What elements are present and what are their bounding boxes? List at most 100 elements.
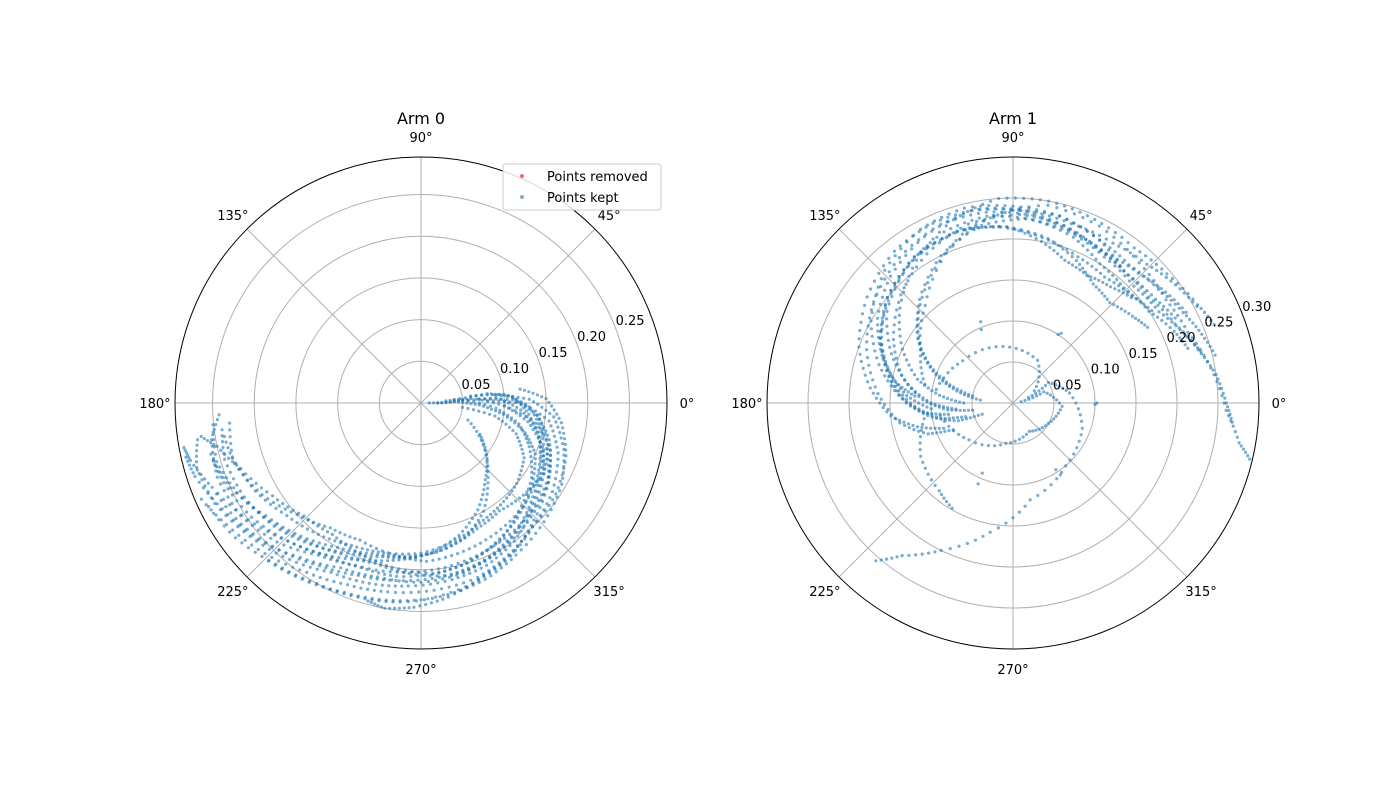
data-point — [290, 534, 294, 539]
data-point — [191, 471, 195, 475]
data-point — [898, 421, 902, 425]
data-point — [524, 493, 529, 497]
data-point — [1065, 247, 1069, 252]
data-point — [935, 371, 939, 375]
data-point — [899, 293, 903, 297]
data-point — [923, 303, 927, 308]
data-point — [1028, 498, 1032, 502]
data-point — [246, 501, 250, 505]
data-point — [919, 227, 923, 231]
data-point — [988, 530, 992, 534]
data-point — [330, 568, 334, 572]
data-point — [538, 444, 543, 449]
data-point — [958, 400, 962, 404]
data-point — [961, 215, 965, 219]
data-point — [536, 474, 540, 478]
data-point — [187, 463, 191, 467]
data-point — [525, 510, 529, 515]
data-point — [942, 412, 946, 416]
data-point — [968, 416, 973, 420]
data-point — [1166, 308, 1170, 312]
data-point — [245, 527, 249, 531]
data-point — [321, 546, 325, 550]
data-point — [1046, 380, 1051, 385]
data-point — [939, 548, 943, 553]
data-point — [526, 514, 530, 518]
data-point — [948, 547, 952, 551]
data-point — [931, 242, 935, 246]
data-point — [449, 572, 453, 576]
data-point — [1177, 306, 1181, 310]
data-point — [1179, 319, 1183, 323]
data-point — [1189, 339, 1193, 343]
data-point — [896, 362, 900, 366]
data-point — [1097, 278, 1101, 282]
data-point — [487, 518, 491, 523]
data-point — [246, 546, 251, 550]
data-point — [221, 445, 225, 450]
data-point — [477, 521, 482, 525]
data-point — [317, 541, 321, 545]
data-point — [446, 595, 450, 599]
data-point — [1125, 290, 1130, 294]
data-point — [256, 547, 260, 552]
data-point — [947, 424, 951, 428]
data-point — [520, 464, 525, 468]
data-point — [203, 477, 207, 481]
data-point — [484, 498, 488, 502]
data-point — [1023, 212, 1027, 216]
data-point — [1089, 278, 1093, 282]
data-point — [1090, 264, 1094, 268]
data-point — [419, 554, 423, 558]
data-point — [379, 589, 383, 593]
data-point — [465, 585, 469, 589]
data-point — [263, 498, 267, 502]
data-point — [519, 548, 523, 552]
data-point — [529, 455, 533, 459]
data-point — [1156, 303, 1160, 307]
data-point — [883, 268, 887, 272]
data-point — [865, 295, 869, 299]
data-point — [431, 558, 435, 562]
data-point — [480, 393, 484, 397]
data-point — [904, 401, 909, 405]
data-point — [929, 273, 933, 277]
data-point — [883, 374, 887, 378]
data-point — [1119, 307, 1123, 311]
data-point — [419, 559, 423, 563]
data-point — [1151, 312, 1155, 316]
data-point — [424, 602, 428, 607]
data-point — [1103, 294, 1107, 298]
data-point — [197, 480, 201, 484]
data-point — [897, 277, 901, 281]
data-point — [232, 486, 236, 490]
data-point — [891, 376, 895, 380]
data-point — [385, 559, 390, 563]
data-point — [228, 503, 232, 507]
data-point — [244, 472, 248, 476]
data-point — [514, 530, 518, 534]
data-point — [283, 507, 287, 511]
data-point — [897, 300, 901, 304]
data-point — [556, 425, 560, 429]
data-point — [512, 549, 516, 554]
data-point — [397, 558, 401, 562]
data-point — [469, 402, 473, 406]
data-point — [335, 573, 339, 577]
data-point — [1166, 316, 1170, 320]
data-point — [1071, 396, 1075, 400]
data-point — [1036, 204, 1040, 208]
data-point — [1085, 214, 1089, 218]
data-point — [1208, 364, 1212, 368]
data-point — [923, 283, 927, 287]
data-point — [460, 405, 465, 409]
data-point — [1089, 220, 1093, 224]
data-point — [894, 380, 898, 384]
data-point — [502, 545, 506, 550]
data-point — [1055, 398, 1059, 402]
data-point — [266, 559, 271, 563]
data-point — [522, 456, 526, 460]
data-point — [890, 412, 894, 416]
data-point — [486, 486, 490, 490]
data-point — [200, 478, 204, 482]
